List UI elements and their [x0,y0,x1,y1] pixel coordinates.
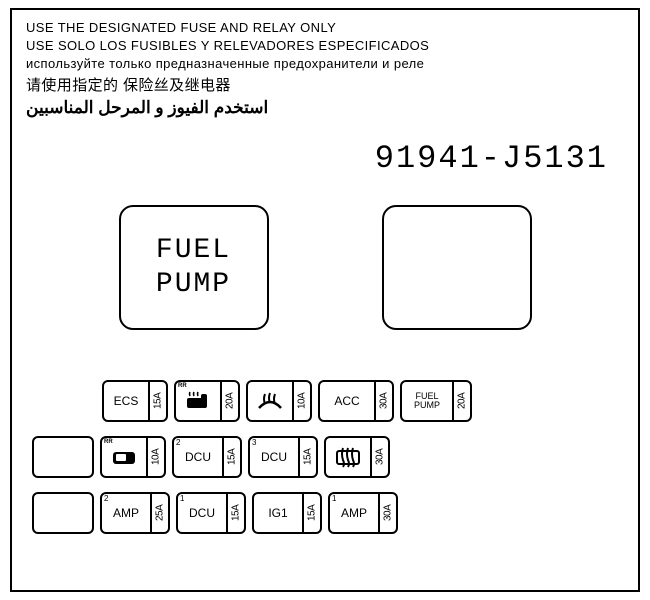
fuse-amp: 30A [376,382,392,420]
fuse-label: 1 DCU [178,494,228,532]
fuse-amp: 30A [380,494,396,532]
fuse-label: 2 DCU [174,438,224,476]
relay-label-line1: FUEL [156,234,231,268]
fuse: 10A [246,380,312,422]
fuse: FUELPUMP 20A [400,380,472,422]
fuse-area: ECS 15A RR 20A 10A ACC 30A FUELPUMP 20A RR 10A 2 DCU… [32,380,618,548]
fuse-label: ECS [104,382,150,420]
fuse: ACC 30A [318,380,394,422]
fuse-amp: 15A [304,494,320,532]
fuse: RR 20A [174,380,240,422]
fuse-amp: 20A [222,382,238,420]
superscript: 2 [104,495,108,503]
fuse-amp: 15A [150,382,166,420]
fuse-row: 2 AMP 25A 1 DCU 15A IG1 15A 1 AMP 30A [32,492,618,534]
fusebox-diagram: USE THE DESIGNATED FUSE AND RELAY ONLY U… [10,8,640,592]
warning-cn: 请使用指定的 保险丝及继电器 [26,74,624,95]
fuse: 1 AMP 30A [328,492,398,534]
fuse-text: ACC [334,395,359,407]
fuse-label: ACC [320,382,376,420]
fuse-text: FUELPUMP [414,392,440,410]
fuse-label: RR [176,382,222,420]
blank-slot [32,492,94,534]
fuse: ECS 15A [102,380,168,422]
fuse-text: AMP [113,507,139,519]
warning-ru: используйте только предназначенные предо… [26,56,624,71]
relay-fuel-pump: FUEL PUMP [119,205,269,330]
warning-en: USE THE DESIGNATED FUSE AND RELAY ONLY [26,20,624,35]
fuse-amp: 15A [224,438,240,476]
fuse-amp: 15A [300,438,316,476]
seat-heat-icon [184,390,212,412]
fuse-text: DCU [189,507,215,519]
fuse-label: 1 AMP [330,494,380,532]
fuse: 2 DCU 15A [172,436,242,478]
fuse-row: RR 10A 2 DCU 15A 3 DCU 15A 30A [32,436,618,478]
relay-blank [382,205,532,330]
fuse-label [248,382,294,420]
fuse-label: FUELPUMP [402,382,454,420]
fuse: RR 10A [100,436,166,478]
fuse-label [326,438,372,476]
superscript: 1 [180,495,184,503]
corner-tag: RR [178,383,187,389]
relay-label-line2: PUMP [156,268,231,302]
fuse-amp: 10A [294,382,310,420]
relay-row: FUEL PUMP [12,205,638,330]
superscript: 3 [252,439,256,447]
superscript: 2 [176,439,180,447]
fuse-text: DCU [261,451,287,463]
fuse-row: ECS 15A RR 20A 10A ACC 30A FUELPUMP 20A [102,380,618,422]
sunroof-icon [110,446,138,468]
fuse-label: RR [102,438,148,476]
fuse-label: 2 AMP [102,494,152,532]
fuse-amp: 10A [148,438,164,476]
fuse-amp: 15A [228,494,244,532]
warning-es: USE SOLO LOS FUSIBLES Y RELEVADORES ESPE… [26,38,624,53]
fuse-text: IG1 [268,507,287,519]
fuse-text: AMP [341,507,367,519]
fuse-text: ECS [114,395,139,407]
defrost-front-icon [256,390,284,412]
fuse: 2 AMP 25A [100,492,170,534]
fuse-label: IG1 [254,494,304,532]
fuse-amp: 20A [454,382,470,420]
fuse-text: DCU [185,451,211,463]
corner-tag: RR [104,439,113,445]
fuse: IG1 15A [252,492,322,534]
defrost-rear-icon [334,446,362,468]
fuse-label: 3 DCU [250,438,300,476]
fuse-amp: 30A [372,438,388,476]
warning-ar: استخدم الفيوز و المرحل المناسبين [26,98,624,118]
fuse: 1 DCU 15A [176,492,246,534]
fuse: 3 DCU 15A [248,436,318,478]
part-number: 91941-J5131 [375,140,608,177]
fuse: 30A [324,436,390,478]
blank-slot [32,436,94,478]
superscript: 1 [332,495,336,503]
fuse-amp: 25A [152,494,168,532]
